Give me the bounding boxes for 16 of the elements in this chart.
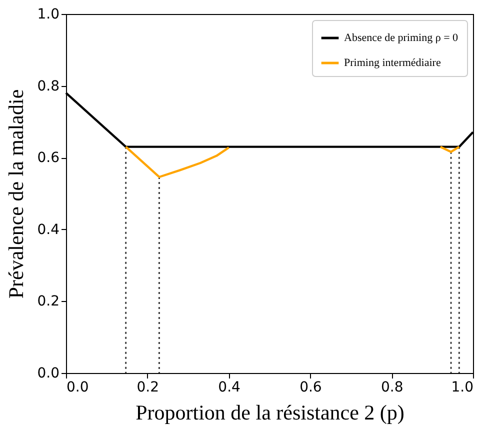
x-tick-label: 0.8 xyxy=(380,380,404,396)
y-tick-label: 0.2 xyxy=(37,294,60,310)
y-tick-label: 0.0 xyxy=(37,366,60,382)
x-tick-label: 0.6 xyxy=(300,380,322,396)
x-axis-title: Proportion de la résistance 2 (p) xyxy=(136,400,404,424)
y-axis-title: Prévalence de la maladie xyxy=(4,89,28,299)
x-tick-label: 0.0 xyxy=(66,380,89,396)
y-tick-label: 0.4 xyxy=(37,222,60,238)
legend-label: Absence de priming ρ = 0 xyxy=(344,32,459,44)
x-tick-label: 1.0 xyxy=(451,380,474,396)
legend-label: Priming intermédiaire xyxy=(344,57,441,69)
y-tick-label: 0.8 xyxy=(37,78,60,94)
y-tick-label: 1.0 xyxy=(37,6,60,22)
x-tick-label: 0.2 xyxy=(136,380,160,396)
y-tick-label: 0.6 xyxy=(37,150,60,166)
x-tick-label: 0.4 xyxy=(218,380,241,396)
